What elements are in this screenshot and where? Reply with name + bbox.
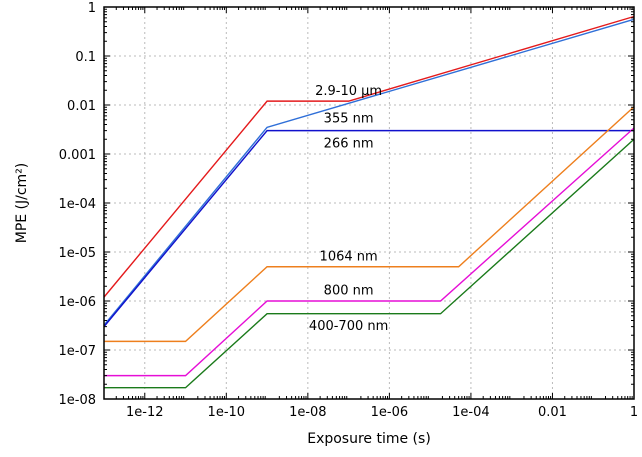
series-labels: 2.9-10 μm 355 nm 266 nm 1064 nm 800 nm 400-70… <box>309 84 388 334</box>
y-axis-label: MPE (J/cm²) <box>14 163 30 244</box>
series-line-5 <box>104 138 635 389</box>
series-label-2: 266 nm <box>324 137 374 152</box>
x-tick-label: 1e-06 <box>371 405 409 420</box>
series-line-2 <box>103 129 634 328</box>
series-label-3: 1064 nm <box>320 249 378 264</box>
x-tick-label: 1e-12 <box>126 405 164 420</box>
series-label-4: 800 nm <box>324 284 374 299</box>
series-line-3 <box>104 106 635 343</box>
series-line-1 <box>103 18 635 326</box>
y-tick-label: 1e-07 <box>58 344 96 359</box>
series-label-5: 400-700 nm <box>309 319 388 334</box>
y-tick-label: 1e-04 <box>58 197 96 212</box>
y-tick-label: 1e-05 <box>58 246 96 261</box>
series-lines <box>103 15 635 389</box>
x-axis-label: Exposure time (s) <box>307 431 431 447</box>
y-tick-label: 0.001 <box>59 148 96 163</box>
grid <box>104 7 634 399</box>
y-tick-label: 1e-08 <box>58 393 96 408</box>
x-tick-label: 1e-10 <box>208 405 246 420</box>
y-tick-label: 0.01 <box>67 99 96 114</box>
series-label-0: 2.9-10 μm <box>315 84 382 99</box>
x-tick-label: 1e-08 <box>289 405 327 420</box>
series-label-1: 355 nm <box>324 112 374 127</box>
x-tick-label: 1e-04 <box>452 405 490 420</box>
y-tick-label: 0.1 <box>75 50 96 65</box>
series-line-0 <box>103 15 635 298</box>
y-tick-label: 1 <box>88 1 96 16</box>
x-tick-label: 1 <box>630 405 638 420</box>
x-tick-label: 0.01 <box>538 405 567 420</box>
y-tick-label: 1e-06 <box>58 295 96 310</box>
axis-ticks: 1e-12 1e-10 1e-08 1e-06 1e-04 0.01 1 1e-08 1e-07… <box>58 1 638 420</box>
series-line-4 <box>104 127 635 377</box>
